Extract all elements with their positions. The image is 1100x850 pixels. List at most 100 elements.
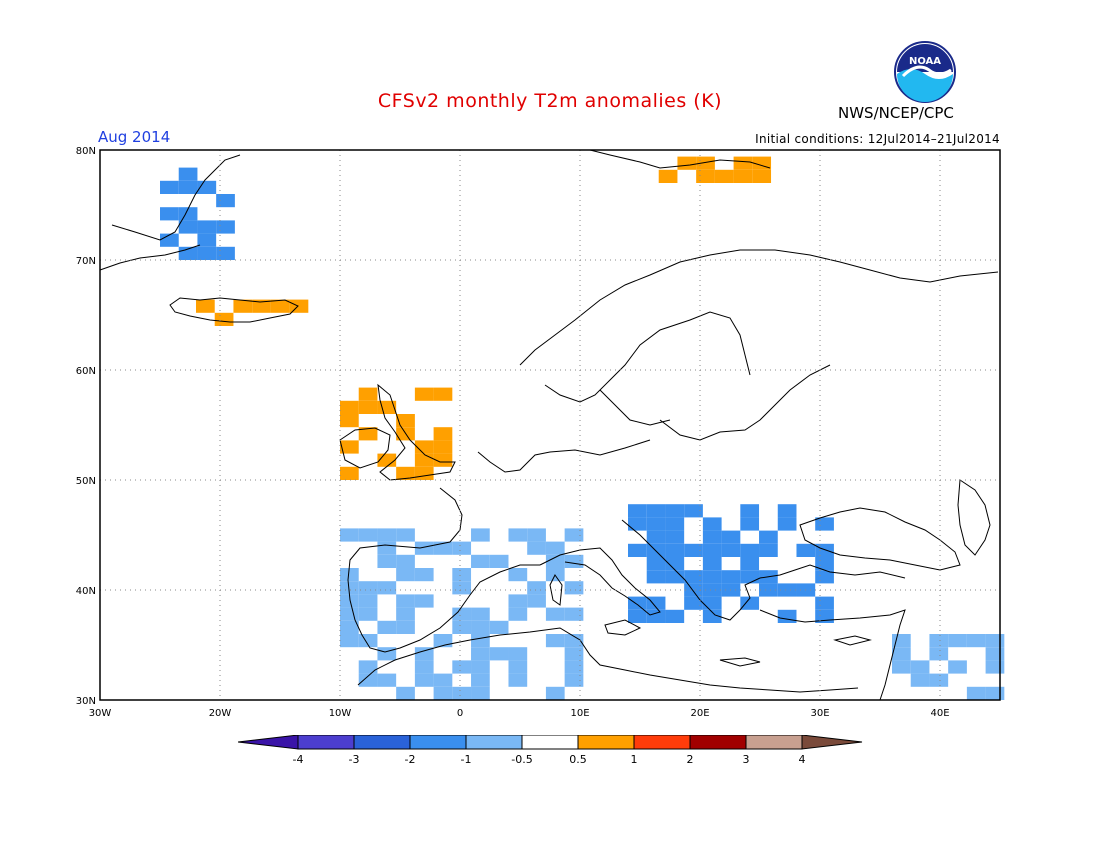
anomaly-cell (545, 634, 565, 648)
anomaly-cell (471, 607, 490, 621)
anomaly-cell (414, 594, 434, 608)
colorbar-box (353, 735, 411, 750)
anomaly-cell (270, 299, 290, 313)
anomaly-cell (564, 660, 584, 674)
anomaly-cell (929, 634, 949, 648)
anomaly-cell (665, 517, 685, 531)
anomaly-cell (985, 634, 1005, 648)
anomaly-cell (489, 620, 509, 634)
anomaly-cell (740, 570, 760, 584)
anomaly-cell (178, 180, 198, 194)
anomaly-cell (233, 299, 253, 313)
anomaly-cell (696, 156, 715, 170)
anomaly-cell (564, 528, 584, 542)
anomaly-cell (545, 686, 565, 700)
colorbar-label: 2 (687, 753, 694, 766)
anomaly-cell (340, 440, 359, 454)
anomaly-cell (414, 453, 434, 467)
anomaly-cell (646, 517, 666, 531)
anomaly-cell (702, 570, 722, 584)
anomaly-cell (377, 647, 397, 661)
anomaly-cell (740, 557, 760, 571)
anomaly-cell (396, 528, 415, 542)
anomaly-cell (777, 504, 797, 518)
anomaly-cell (564, 581, 584, 595)
anomaly-cell (340, 620, 359, 634)
anomaly-cell (564, 647, 584, 661)
anomaly-cell (340, 414, 359, 428)
anomaly-cell (178, 220, 198, 234)
anomaly-cell (358, 594, 378, 608)
anomaly-cell (358, 387, 378, 401)
anomaly-cell (752, 169, 772, 183)
anomaly-cell (358, 427, 378, 441)
anomaly-cell (197, 220, 217, 234)
anomaly-cell (377, 620, 397, 634)
anomaly-cell (452, 581, 472, 595)
anomaly-cell (677, 156, 697, 170)
anomaly-cell (702, 530, 722, 544)
anomaly-cell (815, 517, 834, 531)
anomaly-cell (414, 647, 434, 661)
anomaly-cell (684, 543, 703, 557)
anomaly-cell (759, 530, 778, 544)
anomaly-cell (433, 387, 453, 401)
anomaly-cell (759, 543, 778, 557)
anomaly-cell (396, 620, 415, 634)
anomaly-cell (628, 609, 647, 623)
anomaly-cell (628, 517, 647, 531)
anomaly-cell (702, 583, 722, 597)
anomaly-cell (665, 543, 685, 557)
anomaly-cell (358, 660, 378, 674)
anomaly-cell (508, 594, 528, 608)
colorbar-label: -0.5 (511, 753, 532, 766)
map-frame (99, 149, 1001, 701)
anomaly-cell (340, 607, 359, 621)
anomaly-cell (396, 466, 415, 480)
lon-tick-label: 30W (89, 708, 112, 719)
anomaly-cell (433, 673, 453, 687)
anomaly-cell (160, 180, 179, 194)
anomaly-cell (740, 596, 760, 610)
chart-title: CFSv2 monthly T2m anomalies (K) (377, 90, 723, 112)
anomaly-cell (414, 673, 434, 687)
colorbar-box (521, 735, 579, 750)
lon-tick-label: 20E (690, 708, 709, 719)
lon-tick-label: 40E (930, 708, 949, 719)
colorbar-high-arrow (801, 735, 863, 750)
colorbar-box (297, 735, 355, 750)
anomaly-cell (452, 686, 472, 700)
anomaly-cell (740, 504, 760, 518)
anomaly-cell (197, 246, 217, 260)
anomaly-cell (628, 504, 647, 518)
axis-labels: 30N 40N 50N 60N 70N 80N 30W 20W 10W 0 10E 20E 30E 40E (76, 146, 950, 719)
anomaly-cell (358, 528, 378, 542)
noaa-logo: NOAA (894, 41, 956, 103)
anomaly-cell (665, 609, 685, 623)
anomaly-cell (702, 609, 722, 623)
anomaly-cell (714, 169, 734, 183)
anomaly-cell (252, 299, 271, 313)
anomaly-cell (508, 673, 528, 687)
anomaly-cell (358, 400, 378, 414)
anomaly-cell (396, 568, 415, 582)
anomaly-cell (396, 414, 415, 428)
anomaly-cell (414, 440, 434, 454)
lon-tick-label: 10W (329, 708, 352, 719)
anomaly-cell (985, 647, 1005, 661)
colorbar-label: -1 (461, 753, 472, 766)
colorbar-box (745, 735, 803, 750)
anomaly-cell (721, 570, 741, 584)
anomaly-cell (702, 557, 722, 571)
anomaly-cell (358, 581, 378, 595)
anomaly-cell (452, 607, 472, 621)
anomaly-cell (910, 673, 930, 687)
anomaly-cell (414, 387, 434, 401)
anomaly-cell (684, 596, 703, 610)
anomaly-cell (433, 634, 453, 648)
anomaly-cell (564, 634, 584, 648)
colorbar-labels: -4 -3 -2 -1 -0.5 0.5 1 2 3 4 (293, 753, 806, 766)
anomaly-cell (178, 167, 198, 181)
logo-text: NOAA (909, 56, 941, 67)
anomaly-cell (471, 620, 490, 634)
